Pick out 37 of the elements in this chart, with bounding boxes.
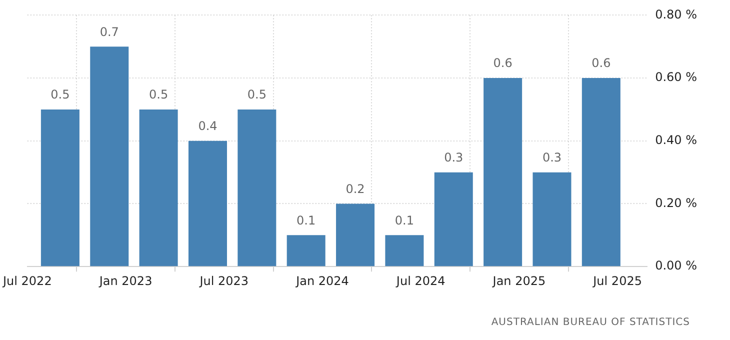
y-tick-label: 0.00 %	[655, 258, 697, 273]
bar	[336, 204, 375, 266]
text: AUSTRALIAN BUREAU OF STATISTICS	[491, 317, 690, 328]
bar	[286, 235, 326, 266]
data-label: 0.6	[493, 56, 512, 70]
data-label: 0.3	[542, 150, 562, 164]
x-tick-label: Jul 2024	[395, 274, 446, 288]
x-tick-label: Jan 2023	[98, 274, 152, 288]
y-tick-label: 0.60 %	[655, 70, 697, 84]
data-label: 0.7	[100, 24, 119, 39]
bar	[385, 235, 424, 266]
bar	[434, 172, 473, 266]
data-label: 0.1	[394, 213, 414, 228]
x-tick-label: Jul 2023	[198, 274, 249, 288]
x-tick-label: Jul 2025	[592, 274, 642, 288]
data-label: 0.1	[296, 213, 316, 228]
y-tick-label: 0.80 %	[655, 7, 697, 22]
bar	[582, 78, 620, 266]
x-tick-label: Jan 2025	[492, 274, 546, 288]
y-tick-label: 0.20 %	[655, 196, 697, 210]
data-label: 0.5	[50, 88, 70, 102]
data-label: 0.2	[346, 182, 365, 196]
data-label: 0.4	[198, 119, 218, 134]
bar	[484, 78, 522, 266]
data-label: 0.5	[149, 88, 168, 102]
y-tick-label: 0.40 %	[655, 133, 697, 148]
data-label: 0.6	[592, 56, 611, 70]
bar	[188, 140, 227, 266]
x-tick-label: Jan 2024	[295, 274, 349, 288]
data-label: 0.5	[247, 88, 266, 102]
data-label: 0.3	[444, 150, 464, 164]
bar	[139, 109, 178, 266]
x-tick-label: Jul 2022	[2, 274, 52, 288]
bar	[532, 172, 572, 266]
bar	[238, 109, 276, 266]
bar	[90, 46, 129, 266]
bar	[40, 109, 80, 266]
